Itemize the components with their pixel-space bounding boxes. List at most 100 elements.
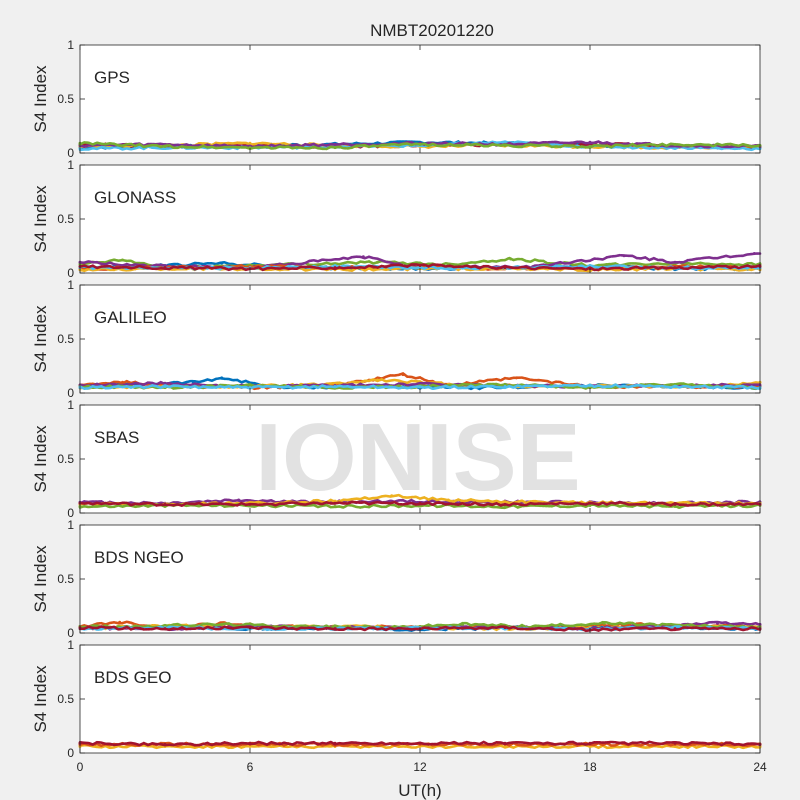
- x-tick-label: 18: [583, 760, 597, 774]
- y-tick-label: 0.5: [57, 572, 74, 586]
- data-point: [673, 745, 677, 749]
- data-point: [503, 626, 507, 630]
- plot-area: [80, 165, 760, 273]
- data-point: [503, 502, 507, 506]
- data-point: [752, 252, 756, 256]
- data-point: [248, 146, 252, 150]
- y-tick-label: 0: [67, 146, 74, 160]
- y-tick-label: 0: [67, 626, 74, 640]
- panel-gps: 0 0.5 1 S4 Index GPS: [31, 38, 762, 160]
- data-point: [333, 142, 337, 146]
- data-point: [602, 621, 606, 625]
- panels-group: 0 0.5 1 S4 Index GPS 0 0.5 1 S4 Index GLONASS 0 0.5…: [31, 38, 767, 774]
- data-point: [121, 380, 124, 384]
- data-point: [673, 741, 677, 745]
- data-point: [333, 499, 337, 503]
- plot-area: [80, 45, 760, 153]
- panel-bds-ngeo: 0 0.5 1 S4 Index BDS NGEO: [31, 518, 762, 640]
- panel-label: BDS NGEO: [94, 548, 184, 567]
- data-point: [220, 376, 224, 380]
- data-point: [716, 621, 719, 625]
- data-point: [418, 741, 422, 745]
- data-point: [673, 505, 677, 509]
- y-tick-label: 0.5: [57, 212, 74, 226]
- data-point: [163, 502, 167, 506]
- data-point: [333, 741, 337, 745]
- data-point: [503, 745, 507, 749]
- x-tick-label: 24: [753, 760, 767, 774]
- data-point: [118, 620, 122, 624]
- x-tick-label: 6: [247, 760, 254, 774]
- panel-label: GALILEO: [94, 308, 167, 327]
- data-point: [248, 141, 252, 145]
- data-point: [248, 626, 252, 630]
- figure-title: NMBT20201220: [370, 21, 494, 40]
- panel-bds-geo: 0 0.5 1 0 6 12 18 24 S4 Index BDS GEO: [31, 638, 767, 774]
- data-point: [503, 382, 507, 386]
- y-axis-label: S4 Index: [31, 665, 50, 733]
- data-point: [163, 742, 167, 746]
- data-point: [588, 140, 592, 144]
- data-point: [376, 260, 379, 264]
- data-point: [121, 258, 124, 262]
- data-point: [622, 254, 626, 258]
- data-point: [248, 502, 252, 506]
- y-tick-label: 1: [67, 38, 74, 52]
- data-point: [248, 745, 252, 749]
- panel-label: GPS: [94, 68, 130, 87]
- x-tick-label: 0: [77, 760, 84, 774]
- watermark-text: IONISE: [255, 404, 580, 511]
- data-point: [248, 741, 252, 745]
- data-point: [163, 627, 167, 631]
- data-point: [588, 501, 592, 505]
- data-point: [418, 263, 422, 267]
- x-axis-label: UT(h): [398, 781, 441, 800]
- data-point: [588, 741, 592, 745]
- data-point: [220, 261, 224, 265]
- data-point: [333, 146, 337, 150]
- x-tick-label: 12: [413, 760, 427, 774]
- y-tick-label: 1: [67, 638, 74, 652]
- plot-area: [80, 405, 760, 513]
- data-point: [163, 145, 167, 149]
- data-point: [588, 145, 592, 149]
- data-point: [503, 266, 507, 270]
- panel-sbas: 0 0.5 1 S4 Index SBAS: [31, 398, 762, 520]
- data-point: [163, 266, 167, 270]
- data-point: [673, 266, 677, 270]
- y-tick-label: 1: [67, 278, 74, 292]
- data-point: [418, 142, 422, 146]
- y-tick-label: 1: [67, 158, 74, 172]
- data-point: [503, 143, 507, 147]
- data-point: [333, 385, 337, 389]
- data-point: [333, 627, 337, 631]
- data-point: [514, 376, 518, 380]
- data-point: [418, 501, 422, 505]
- data-point: [461, 622, 464, 626]
- data-point: [673, 142, 677, 146]
- panel-label: BDS GEO: [94, 668, 171, 687]
- data-point: [418, 266, 422, 270]
- data-point: [361, 255, 365, 259]
- panel-label: SBAS: [94, 428, 139, 447]
- y-tick-label: 1: [67, 518, 74, 532]
- y-tick-label: 0: [67, 266, 74, 280]
- panel-glonass: 0 0.5 1 S4 Index GLONASS: [31, 158, 762, 280]
- y-axis-label: S4 Index: [31, 425, 50, 493]
- y-tick-label: 0.5: [57, 452, 74, 466]
- y-tick-label: 0: [67, 386, 74, 400]
- y-tick-label: 0: [67, 746, 74, 760]
- panel-label: GLONASS: [94, 188, 176, 207]
- data-point: [248, 386, 252, 390]
- data-point: [376, 378, 379, 382]
- panel-galileo: 0 0.5 1 S4 Index GALILEO: [31, 278, 762, 400]
- y-tick-label: 0.5: [57, 92, 74, 106]
- plot-area: [80, 645, 760, 753]
- data-point: [401, 373, 405, 377]
- data-point: [418, 745, 422, 749]
- y-tick-label: 0.5: [57, 692, 74, 706]
- data-point: [248, 383, 252, 387]
- plot-area: [80, 285, 760, 393]
- y-tick-label: 0: [67, 506, 74, 520]
